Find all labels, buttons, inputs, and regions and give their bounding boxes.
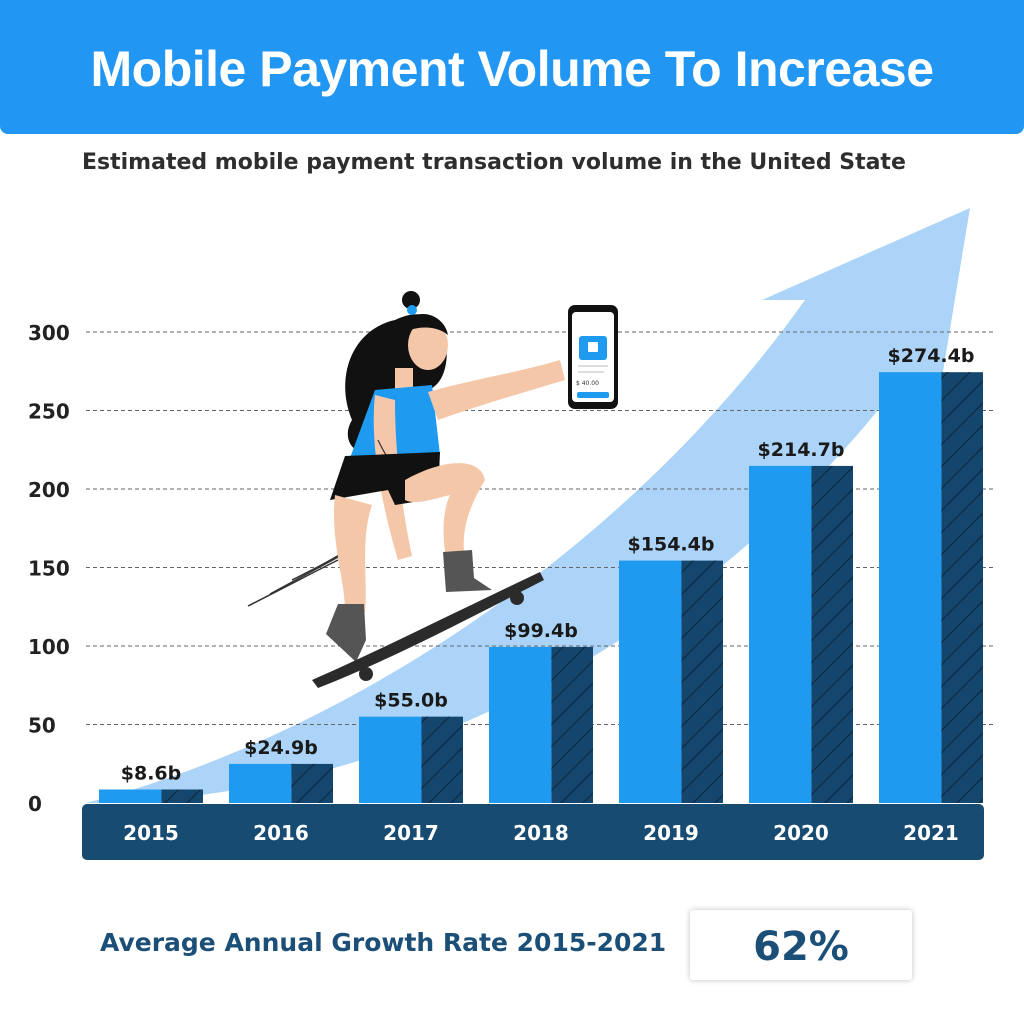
bar-2019 <box>619 560 723 803</box>
y-tick-label: 200 <box>28 478 70 502</box>
bar-front <box>749 465 812 803</box>
growth-rate-label: Average Annual Growth Rate 2015-2021 <box>100 928 667 957</box>
growth-rate-value: 62% <box>753 924 849 970</box>
y-tick-label: 250 <box>28 400 70 424</box>
y-tick-label: 0 <box>28 792 42 816</box>
title-banner <box>0 0 1024 134</box>
bar-hatch <box>681 560 723 803</box>
bar-front <box>359 716 422 803</box>
data-labels: $8.6b $24.9b $55.0b $99.4b $154.4b $214.7b $27… <box>121 345 975 784</box>
bars <box>99 372 983 803</box>
x-tick-label: 2020 <box>773 821 829 845</box>
data-label: $99.4b <box>504 620 578 642</box>
data-label: $24.9b <box>244 737 318 759</box>
growth-rate-box: 62% <box>690 910 912 980</box>
x-axis-ticks: 2015 2016 2017 2018 2019 2020 2021 <box>123 821 959 845</box>
bar-hatch <box>811 465 853 803</box>
bar-hatch <box>421 716 463 803</box>
phone-amount-text: $ 40.00 <box>576 380 599 387</box>
x-axis-band <box>82 804 984 860</box>
chart-subtitle: Estimated mobile payment transaction vol… <box>82 150 906 175</box>
bar-2015 <box>99 789 203 803</box>
data-label: $274.4b <box>888 345 975 367</box>
data-label: $214.7b <box>758 439 845 461</box>
y-tick-label: 50 <box>28 714 56 738</box>
bar-2018 <box>489 646 593 803</box>
bar-2016 <box>229 763 333 803</box>
page-title: Mobile Payment Volume To Increase Tenfol… <box>90 41 935 235</box>
y-tick-label: 150 <box>28 557 70 581</box>
data-label: $8.6b <box>121 762 181 784</box>
bar-hatch <box>941 372 983 803</box>
x-tick-label: 2019 <box>643 821 699 845</box>
x-tick-label: 2016 <box>253 821 309 845</box>
y-tick-label: 100 <box>28 635 70 659</box>
bar-2021 <box>879 372 983 803</box>
bar-front <box>99 789 162 803</box>
y-axis-ticks: 0 50 100 150 200 250 300 <box>28 321 70 816</box>
x-tick-label: 2017 <box>383 821 439 845</box>
bar-front <box>879 372 942 803</box>
data-label: $154.4b <box>628 534 715 556</box>
bar-hatch <box>161 789 203 803</box>
bar-front <box>489 646 552 803</box>
bar-front <box>619 560 682 803</box>
skateboarder-illustration: $ 40.00 <box>247 291 618 688</box>
bar-2017 <box>359 716 463 803</box>
bar-2020 <box>749 465 853 803</box>
x-tick-label: 2018 <box>513 821 569 845</box>
data-label: $55.0b <box>374 690 448 712</box>
bar-front <box>229 763 292 803</box>
bar-hatch <box>551 646 593 803</box>
bar-hatch <box>291 763 333 803</box>
y-tick-label: 300 <box>28 321 70 345</box>
x-tick-label: 2015 <box>123 821 179 845</box>
x-tick-label: 2021 <box>903 821 959 845</box>
